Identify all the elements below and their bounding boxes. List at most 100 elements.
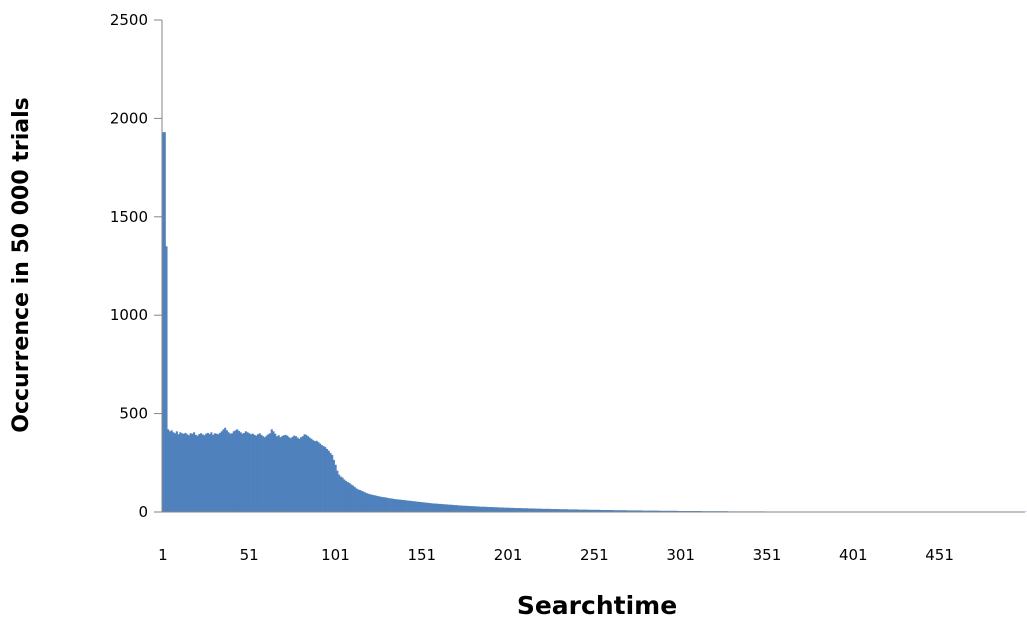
bar [420,502,423,512]
bar [177,434,180,512]
bar [395,499,398,512]
bar [194,434,197,512]
bar [477,506,480,512]
bar [669,510,672,512]
bar [367,493,370,512]
bar [412,501,415,512]
bar [382,497,386,512]
bar [472,506,475,512]
bar [460,505,463,512]
bar [450,504,453,512]
bar [458,505,461,512]
bar [476,506,479,512]
bar [341,477,344,512]
bar [220,431,223,512]
bar [657,510,660,512]
bar [401,500,404,512]
bar [605,510,608,512]
bar [256,434,260,512]
x-tick-label: 251 [580,546,609,564]
y-tick-label: 1000 [110,306,148,324]
bar [358,489,361,512]
bar [251,433,254,512]
bar [621,510,624,512]
bar [376,495,379,512]
bar [417,501,420,512]
bar [258,433,261,512]
bar [527,508,530,512]
bar [498,507,501,512]
bar [531,508,534,512]
bar [470,506,474,512]
bar [198,434,201,512]
bar [348,482,351,512]
y-tick-label: 1500 [110,208,148,226]
bar [576,509,579,512]
bar [574,509,577,512]
bar [541,508,544,512]
bar [162,132,165,512]
bar [602,510,605,512]
bar [427,502,430,512]
bar [331,454,334,512]
bar [562,509,565,512]
bar [443,504,446,512]
bar [338,474,341,512]
bar [250,434,253,512]
x-axis-title: Searchtime [517,591,677,620]
bar [584,509,587,512]
bar [652,510,655,512]
bar [534,508,537,512]
bar [598,509,601,512]
bar [634,510,637,512]
bar [222,429,225,512]
bar [514,508,517,512]
bar [329,452,332,512]
bar [641,510,644,512]
bar [500,507,503,512]
bar [208,434,211,512]
bars-group [162,132,1027,512]
bar [512,507,515,512]
bar [464,505,467,512]
bar [274,433,277,512]
bar [469,506,472,512]
bar [628,510,631,512]
bar [633,510,636,512]
bar [170,430,173,512]
y-tick-label: 2000 [110,109,148,127]
bar [545,508,548,512]
bar [595,509,598,512]
bar [674,510,677,512]
y-tick-label: 0 [138,503,148,521]
bar [590,509,593,512]
bar [479,506,482,512]
bar [564,509,567,512]
bar [253,434,256,512]
bar [481,506,484,512]
bar [529,508,532,512]
bar [439,503,442,512]
bar [429,503,432,512]
bar [255,435,258,512]
bar [579,509,582,512]
x-tick-label: 401 [839,546,868,564]
bar [351,485,354,512]
bar [451,504,455,512]
bar [224,427,227,512]
bar [676,510,679,512]
bar [196,435,199,512]
bar [539,508,543,512]
bar [572,509,575,512]
bar [400,499,403,512]
bar [436,503,439,512]
bar [267,434,270,512]
bar [665,510,669,512]
bar [438,503,441,512]
bar [653,510,656,512]
bar [296,437,299,512]
bar [543,508,546,512]
bar [664,510,667,512]
bar [536,508,539,512]
bar [301,436,304,512]
